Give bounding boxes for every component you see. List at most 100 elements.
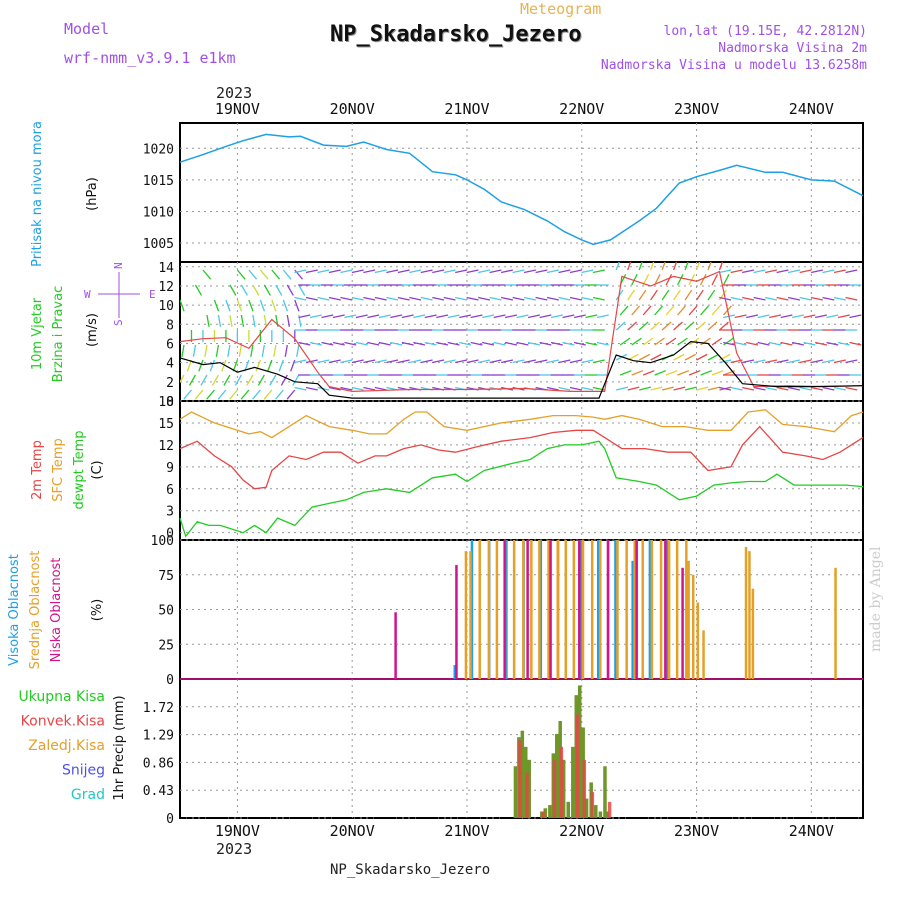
wind-barb (719, 321, 729, 331)
wind-barb (719, 359, 732, 364)
wind-barb (742, 269, 755, 274)
wind-barb (615, 321, 626, 331)
wind-barb (294, 386, 307, 391)
wind-barb (711, 370, 724, 376)
wind-barb (355, 314, 368, 319)
wind-barb (730, 386, 743, 391)
wind-barb (447, 341, 460, 346)
wind-barb (470, 314, 483, 319)
wind-barb (321, 341, 334, 346)
wind-barb (203, 300, 207, 311)
wind-barb (700, 305, 709, 316)
wind-barb (833, 296, 846, 301)
wind-barb (581, 386, 594, 391)
wind-barb (432, 269, 445, 274)
wind-barb (696, 289, 704, 301)
cloud-bar (667, 540, 671, 679)
cloud-bar (579, 540, 583, 679)
wind-barb (619, 370, 632, 376)
wind-barb (638, 289, 647, 301)
precip-bar-total (548, 805, 552, 818)
wind-barb (512, 359, 525, 364)
wind-barb (204, 344, 208, 357)
y-tick-label: 1010 (143, 205, 174, 220)
wind-barb (799, 269, 812, 274)
wind-barb (214, 270, 222, 279)
wind-barb (776, 386, 789, 391)
cloud-bar (681, 567, 684, 679)
wind-barb (673, 386, 686, 391)
y-tick-label: 1020 (143, 142, 174, 157)
wind-barb (696, 353, 708, 361)
t2m-temp-line (179, 425, 864, 490)
wind-barb (799, 386, 812, 391)
station-title: NP_Skadarsko_Jezero (330, 22, 582, 47)
y-tick-label: 14 (158, 261, 174, 276)
wind-barb (447, 314, 460, 319)
wind-barb (684, 262, 689, 271)
wind-barb (654, 370, 667, 376)
wind-barb (527, 341, 540, 346)
cloud-bar (453, 665, 456, 679)
wind-barb (236, 269, 246, 280)
t2m-label: 2m Temp (30, 440, 45, 500)
wind-barb (374, 269, 387, 274)
wind-barb (665, 337, 677, 346)
y-tick-label: 8 (166, 318, 174, 333)
wind-barb (436, 341, 449, 346)
wind-barb (573, 314, 586, 319)
cloud-bar (578, 540, 581, 679)
wind-barb (294, 359, 307, 364)
wind-barb (290, 359, 296, 372)
wind-barb (581, 269, 594, 274)
wind-barb (271, 299, 277, 312)
wind-barb (684, 386, 697, 391)
wind-barb (455, 359, 468, 364)
wind-barb (328, 359, 341, 364)
cloud-bar (696, 602, 700, 679)
wind-barb (238, 344, 243, 357)
wind-barb (374, 386, 387, 391)
wind-barb (558, 359, 571, 364)
precip-bar-convective (518, 740, 522, 818)
wind-barb (546, 296, 559, 301)
x-tick-label-top: 21NOV (444, 100, 489, 118)
wind-barb (642, 337, 654, 346)
wind-barb (202, 269, 212, 280)
wind-barb (638, 262, 643, 271)
wind-barb (707, 289, 716, 301)
wind-barb (677, 370, 690, 376)
wind-barb (791, 341, 805, 346)
y-tick-label: 75 (158, 569, 174, 584)
wind-barb (482, 341, 495, 346)
y-tick-label: 15 (158, 417, 174, 432)
wind-barb (631, 337, 642, 346)
wind-barb (596, 341, 609, 346)
wind-barb (401, 341, 414, 346)
wind-barb (833, 269, 846, 274)
wind-barb (459, 341, 472, 346)
wind-barb (546, 386, 559, 391)
wind-barb (677, 274, 684, 286)
y-tick-label: 0 (166, 395, 174, 410)
wind-barb (351, 269, 364, 274)
precip-legend-label: Snijeg (62, 763, 105, 779)
cloud-bar (748, 551, 751, 679)
wind-barb (194, 284, 203, 296)
sfc-temp-line (179, 409, 864, 439)
panel-frame (179, 400, 864, 541)
wind-barb (213, 299, 220, 312)
precip-bar-convective (552, 759, 557, 818)
precip-bar-total (584, 798, 589, 818)
wind-barb (482, 314, 495, 319)
wind-barb (810, 359, 823, 364)
sfc-label: SFC Temp (51, 438, 66, 502)
cloud-bar (635, 540, 638, 679)
wind-barb (650, 289, 658, 301)
wind-barb (650, 353, 662, 361)
cloud-bar (685, 540, 688, 679)
wind-barb (684, 353, 696, 361)
wind-barb (286, 284, 294, 296)
y-tick-label: 0.43 (143, 784, 174, 799)
wind-barb (206, 389, 215, 400)
